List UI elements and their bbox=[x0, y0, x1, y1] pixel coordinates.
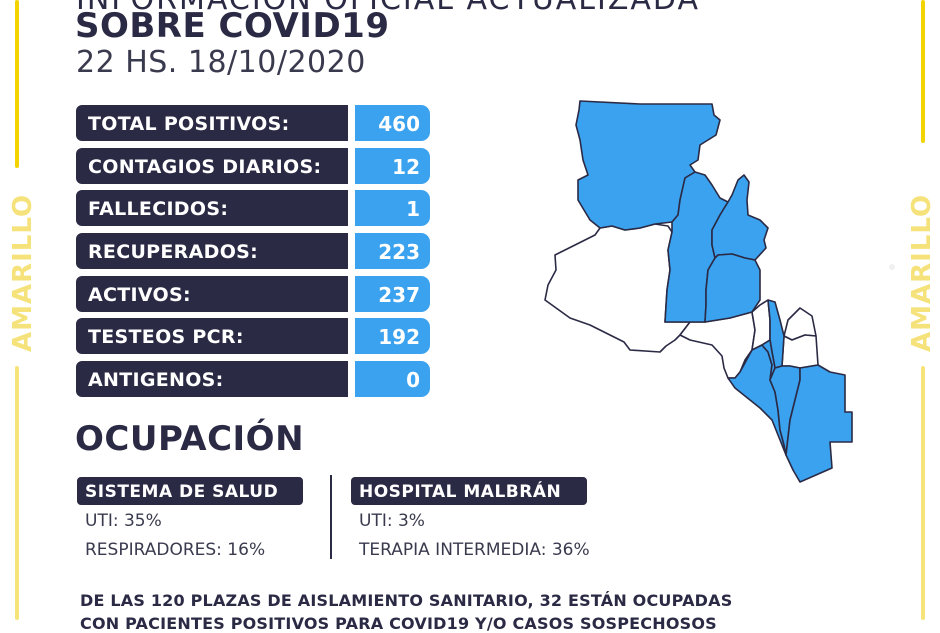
stat-value: 12 bbox=[355, 147, 430, 184]
right-alert-level-label: AMARILLO bbox=[907, 193, 937, 352]
report-date: 22 HS. 18/10/2020 bbox=[76, 45, 366, 80]
header-top-line: INFORMACIÓN OFICIAL ACTUALIZADA bbox=[76, 0, 700, 17]
map-department-east-central bbox=[704, 253, 761, 323]
stat-row-testeos-pcr: TESTEOS PCR: 192 bbox=[76, 318, 430, 355]
left-yellow-line-bottom bbox=[15, 366, 19, 620]
stat-label: ACTIVOS: bbox=[76, 275, 348, 312]
stat-label: ANTIGENOS: bbox=[76, 361, 348, 398]
badge-hospital-malbran: HOSPITAL MALBRÁN bbox=[351, 477, 587, 505]
stat-row-recuperados: RECUPERADOS: 223 bbox=[76, 233, 430, 270]
stat-row-activos: ACTIVOS: 237 bbox=[76, 275, 430, 312]
map-department-east-south bbox=[781, 334, 819, 369]
stat-value: 460 bbox=[355, 105, 430, 141]
hospital-malbran-uti: UTI: 3% bbox=[359, 511, 425, 531]
stat-value: 223 bbox=[355, 233, 430, 270]
stat-value: 1 bbox=[355, 190, 430, 227]
sistema-salud-uti: UTI: 35% bbox=[85, 511, 162, 531]
stat-label: FALLECIDOS: bbox=[76, 190, 348, 227]
stat-row-antigenos: ANTIGENOS: 0 bbox=[76, 361, 430, 398]
stat-value: 192 bbox=[355, 318, 430, 355]
right-yellow-line-top bbox=[921, 0, 925, 143]
stat-label: CONTAGIOS DIARIOS: bbox=[76, 147, 348, 184]
section-title-ocupacion: OCUPACIÓN bbox=[75, 419, 305, 459]
page-title: SOBRE COVID19 bbox=[75, 6, 390, 46]
stat-label: TESTEOS PCR: bbox=[76, 318, 348, 355]
stat-value: 0 bbox=[355, 361, 430, 398]
stat-row-total-positivos: TOTAL POSITIVOS: 460 bbox=[76, 105, 430, 141]
province-map bbox=[544, 100, 853, 483]
stat-value: 237 bbox=[355, 275, 430, 312]
stat-label: TOTAL POSITIVOS: bbox=[76, 105, 348, 141]
left-yellow-line-top bbox=[15, 0, 19, 168]
map-department-southeast bbox=[785, 364, 853, 483]
hospital-malbran-terapia-intermedia: TERAPIA INTERMEDIA: 36% bbox=[359, 540, 590, 560]
left-alert-level-label: AMARILLO bbox=[8, 193, 38, 352]
map-department-west bbox=[544, 223, 691, 353]
right-yellow-line-bottom bbox=[921, 366, 925, 620]
stats-table: TOTAL POSITIVOS: 460 CONTAGIOS DIARIOS: … bbox=[76, 105, 430, 404]
stat-row-contagios-diarios: CONTAGIOS DIARIOS: 12 bbox=[76, 147, 430, 184]
footer-isolation-beds: DE LAS 120 PLAZAS DE AISLAMIENTO SANITAR… bbox=[80, 591, 733, 610]
footer-isolation-beds-detail: CON PACIENTES POSITIVOS PARA COVID19 Y/O… bbox=[80, 614, 717, 633]
map-department-north bbox=[575, 100, 721, 231]
section-divider bbox=[330, 475, 332, 559]
badge-sistema-salud: SISTEMA DE SALUD bbox=[77, 477, 303, 505]
map-department-northeast bbox=[711, 174, 769, 261]
sistema-salud-respiradores: RESPIRADORES: 16% bbox=[85, 540, 266, 560]
decorative-dot bbox=[889, 264, 895, 270]
stat-label: RECUPERADOS: bbox=[76, 233, 348, 270]
stat-row-fallecidos: FALLECIDOS: 1 bbox=[76, 190, 430, 227]
